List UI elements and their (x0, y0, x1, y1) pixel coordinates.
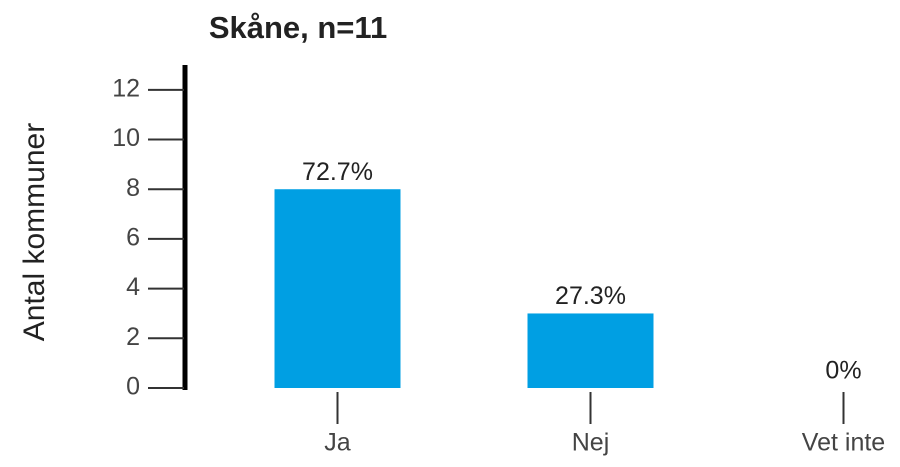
y-tick-label: 6 (126, 224, 140, 252)
y-tick-label: 10 (112, 124, 140, 152)
x-tick-label: Nej (572, 429, 610, 457)
y-tick-label: 2 (126, 323, 140, 351)
bar (527, 313, 654, 388)
y-tick-label: 12 (112, 74, 140, 102)
y-tick-label: 0 (126, 373, 140, 401)
x-tick-label: Ja (324, 429, 351, 457)
chart-title: Skåne, n=11 (209, 10, 387, 45)
x-tick-label: Vet inte (802, 429, 885, 457)
y-tick-label: 4 (126, 273, 140, 301)
y-tick-label: 8 (126, 174, 140, 202)
data-label: 27.3% (555, 282, 626, 310)
data-label: 72.7% (302, 158, 373, 186)
data-label: 0% (825, 357, 861, 385)
y-axis-label: Antal kommuner (18, 123, 51, 341)
bar (274, 189, 401, 388)
